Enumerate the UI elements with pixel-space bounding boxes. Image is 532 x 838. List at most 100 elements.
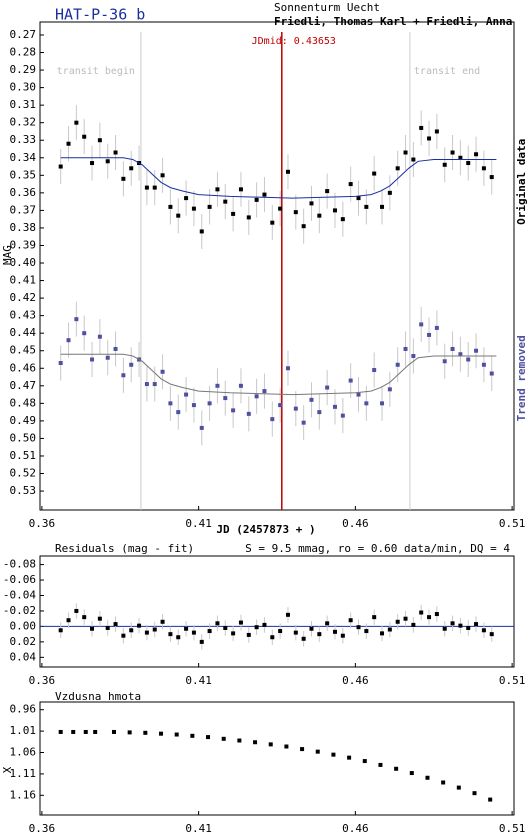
x-tick-label: 0.36 bbox=[29, 822, 56, 835]
data-point bbox=[285, 169, 290, 174]
data-point bbox=[90, 161, 95, 166]
y-tick-label: 0.44 bbox=[10, 326, 37, 339]
data-point bbox=[481, 362, 486, 367]
data-point bbox=[301, 420, 306, 425]
data-point bbox=[419, 125, 424, 130]
data-point bbox=[184, 626, 189, 631]
data-point bbox=[176, 410, 181, 415]
data-point bbox=[223, 396, 228, 401]
y-tick-label: -0.06 bbox=[3, 573, 36, 586]
data-point bbox=[152, 627, 157, 632]
data-point bbox=[199, 639, 204, 644]
data-point bbox=[207, 204, 212, 209]
data-point bbox=[331, 752, 336, 757]
y-tick-label: 0.04 bbox=[10, 650, 37, 663]
annotation: S = 9.5 mmag, ro = 0.60 data/min, DQ = 4 bbox=[245, 542, 510, 555]
data-point bbox=[137, 623, 142, 628]
data-point bbox=[253, 740, 258, 745]
data-point bbox=[176, 635, 181, 640]
data-point bbox=[71, 729, 76, 734]
data-point bbox=[317, 410, 322, 415]
data-point bbox=[191, 630, 196, 635]
data-point bbox=[238, 620, 243, 625]
y-tick-label: 0.42 bbox=[10, 291, 37, 304]
data-point bbox=[215, 383, 220, 388]
data-point bbox=[442, 359, 447, 364]
data-point bbox=[488, 797, 493, 802]
data-point bbox=[231, 408, 236, 413]
data-point bbox=[207, 629, 212, 634]
y-tick-label: 1.06 bbox=[10, 746, 37, 759]
data-point bbox=[293, 630, 298, 635]
data-point bbox=[254, 625, 259, 630]
data-point bbox=[270, 635, 275, 640]
data-point bbox=[340, 633, 345, 638]
data-point bbox=[74, 120, 79, 125]
marker-label: transit end bbox=[414, 66, 480, 77]
data-point bbox=[284, 744, 289, 749]
data-point bbox=[362, 759, 367, 764]
data-point bbox=[129, 628, 134, 633]
data-point bbox=[309, 626, 314, 631]
data-point bbox=[215, 187, 220, 192]
data-point bbox=[270, 220, 275, 225]
data-point bbox=[121, 373, 126, 378]
y-tick-label: 0.28 bbox=[10, 46, 37, 59]
data-point bbox=[278, 403, 283, 408]
data-point bbox=[231, 631, 236, 636]
data-point bbox=[83, 729, 88, 734]
data-point bbox=[340, 413, 345, 418]
data-point bbox=[160, 619, 165, 624]
y-tick-label: 1.11 bbox=[10, 767, 37, 780]
data-point bbox=[332, 404, 337, 409]
data-point bbox=[466, 625, 471, 630]
data-point bbox=[372, 171, 377, 176]
data-point bbox=[223, 625, 228, 630]
y-tick-label: 0.39 bbox=[10, 238, 37, 251]
data-point bbox=[168, 204, 173, 209]
data-point bbox=[58, 628, 63, 633]
data-point bbox=[223, 199, 228, 204]
data-point bbox=[315, 749, 320, 754]
data-point bbox=[442, 162, 447, 167]
data-point bbox=[285, 612, 290, 617]
data-point bbox=[474, 622, 479, 627]
data-point bbox=[184, 196, 189, 201]
data-point bbox=[332, 208, 337, 213]
data-point bbox=[403, 150, 408, 155]
data-point bbox=[58, 361, 63, 366]
data-point bbox=[82, 134, 87, 139]
data-point bbox=[427, 332, 432, 337]
data-point bbox=[411, 622, 416, 627]
data-point bbox=[395, 166, 400, 171]
plot-frame bbox=[39, 555, 515, 668]
data-point bbox=[348, 618, 353, 623]
y-tick-label: 0.37 bbox=[10, 203, 37, 216]
data-point bbox=[380, 401, 385, 406]
y-tick-label: 0.29 bbox=[10, 63, 37, 76]
data-point bbox=[403, 616, 408, 621]
data-point bbox=[450, 621, 455, 626]
data-point bbox=[168, 401, 173, 406]
data-point bbox=[143, 730, 148, 735]
data-point bbox=[356, 196, 361, 201]
y-tick-label: 0.49 bbox=[10, 414, 37, 427]
data-point bbox=[348, 378, 353, 383]
y-tick-label: 0.53 bbox=[10, 484, 37, 497]
data-point bbox=[237, 738, 242, 743]
panel-title: Vzdusna hmota bbox=[55, 690, 141, 703]
data-point bbox=[472, 791, 477, 796]
y-tick-label: 0.02 bbox=[10, 635, 37, 648]
data-point bbox=[419, 322, 424, 327]
x-tick-label: 0.41 bbox=[185, 517, 212, 530]
data-point bbox=[199, 229, 204, 234]
data-point bbox=[58, 729, 63, 734]
data-point bbox=[90, 357, 95, 362]
y-axis-label: MAG bbox=[1, 245, 14, 265]
data-point bbox=[191, 206, 196, 211]
data-point bbox=[121, 633, 126, 638]
data-point bbox=[129, 362, 134, 367]
x-tick-label: 0.41 bbox=[185, 674, 212, 687]
data-point bbox=[380, 204, 385, 209]
